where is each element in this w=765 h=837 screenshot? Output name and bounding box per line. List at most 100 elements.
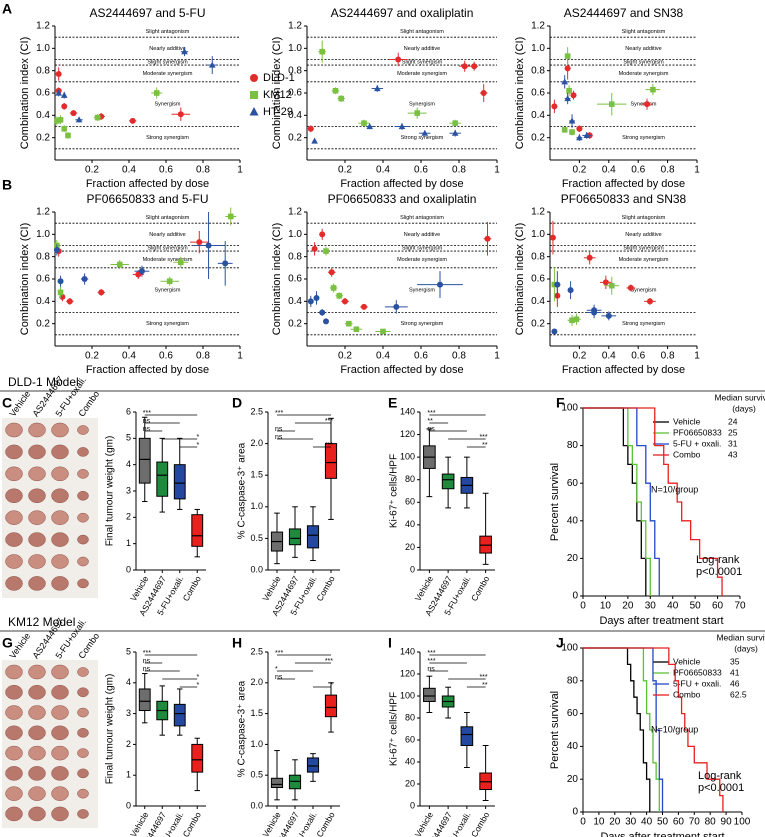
y-tick-label: 5 <box>126 433 131 443</box>
y-tick-label: 0.2 <box>36 318 50 329</box>
legend-marker <box>250 91 258 99</box>
x-tick-label: 0.2 <box>572 165 586 176</box>
survival-line <box>583 647 664 812</box>
significance-label: * <box>330 682 333 689</box>
y-tick-label: 1.5 <box>250 470 263 480</box>
zone-label: Strong synergism <box>401 135 444 141</box>
x-tick-label: 0.8 <box>452 351 466 362</box>
point <box>311 137 318 144</box>
significance-label: ** <box>482 682 488 689</box>
y-tick-label: 40 <box>405 756 415 766</box>
tumour <box>51 725 69 741</box>
tumour <box>51 532 69 547</box>
point <box>319 48 325 55</box>
point <box>627 284 634 291</box>
x-tick-label: 0.4 <box>376 165 390 176</box>
point <box>549 234 556 241</box>
box <box>173 703 186 727</box>
tumour <box>5 576 23 591</box>
tumour <box>77 687 89 698</box>
y-tick-label: 140 <box>400 406 415 416</box>
box <box>306 757 320 773</box>
legend-title: (days) <box>734 643 758 653</box>
zone-label: Slight synergism <box>623 60 664 66</box>
x-tick-label: 0.2 <box>572 351 586 362</box>
zone-label: Synergism <box>409 102 435 108</box>
significance-label: *** <box>143 650 151 657</box>
y-tick-label: 1.2 <box>36 21 50 32</box>
x-tick-label: 0.8 <box>196 351 210 362</box>
point <box>561 127 568 133</box>
tumour <box>51 664 69 680</box>
tumour <box>5 510 23 525</box>
x-tick-label: 0 <box>580 817 586 828</box>
significance-label: *** <box>275 650 283 657</box>
x-tick-label: 30 <box>645 601 657 612</box>
point <box>471 63 478 70</box>
point <box>94 114 101 121</box>
y-axis-label: Final tumour weight (gm) <box>105 674 116 785</box>
point <box>98 289 105 296</box>
zone-label: Moderate synergism <box>397 257 447 263</box>
point <box>53 246 60 253</box>
test-label: p<0.0001 <box>696 566 742 578</box>
y-tick-label: 60 <box>405 497 415 507</box>
x-tick-label: 0.2 <box>338 165 352 176</box>
point <box>227 213 234 220</box>
x-axis-label: Days after treatment start <box>599 615 723 627</box>
tumour <box>28 786 46 801</box>
y-tick-label: 1.0 <box>250 501 263 511</box>
panel-label: C <box>2 395 12 411</box>
y-tick-label: 0.6 <box>288 88 302 99</box>
y-tick-label: 5 <box>126 646 131 656</box>
legend-label: 5-FU + oxali. <box>673 438 721 448</box>
x-tick-label: Combo <box>181 574 203 603</box>
y-tick-label: 2 <box>126 512 131 522</box>
test-label: Log-rank <box>696 554 740 566</box>
point <box>646 298 653 305</box>
point <box>153 90 160 96</box>
x-tick-label: 100 <box>734 817 751 828</box>
x-tick-label: 1 <box>237 165 243 176</box>
significance-label: ns <box>143 666 151 673</box>
y-tick-label: 0.8 <box>531 251 545 262</box>
y-axis-label: Percent survival <box>549 691 561 769</box>
zone-label: Strong synergism <box>146 135 189 141</box>
tumour <box>51 444 69 460</box>
point <box>361 303 367 310</box>
survival-line <box>583 407 723 596</box>
zone-label: Nearly additive <box>404 46 440 52</box>
panel-label: B <box>2 177 12 193</box>
x-tick-label: 0.8 <box>196 165 210 176</box>
tumour <box>28 745 46 761</box>
legend-label: KM12 <box>263 89 292 101</box>
tumour <box>77 667 89 677</box>
y-tick-label: 0.6 <box>288 274 302 285</box>
y-tick-label: 60 <box>567 478 579 489</box>
test-label: Log-rank <box>698 770 742 782</box>
tumour <box>77 512 89 523</box>
significance-label: ns <box>275 434 283 441</box>
significance-label: *** <box>427 658 435 665</box>
y-axis-label: % C-caspase-3⁺ area <box>237 442 248 539</box>
point <box>205 242 212 249</box>
point <box>338 95 344 102</box>
point <box>129 117 136 124</box>
zone-label: Slight antagonism <box>146 29 190 35</box>
legend-label: Combo <box>673 689 701 699</box>
y-tick-label: 1.0 <box>288 229 302 240</box>
y-tick-label: 1.2 <box>531 21 545 32</box>
point <box>65 132 71 139</box>
tumour <box>28 766 46 781</box>
x-tick-label: 1 <box>694 165 700 176</box>
significance-label: * <box>197 682 200 689</box>
point <box>57 289 64 296</box>
point <box>208 61 216 68</box>
point <box>138 268 145 275</box>
x-tick-label: 0.6 <box>631 165 645 176</box>
point <box>70 110 77 117</box>
zone-label: Slight antagonism <box>146 215 190 221</box>
y-tick-label: 1.0 <box>250 739 263 749</box>
x-tick-label: 1 <box>494 351 500 362</box>
y-tick-label: 20 <box>567 774 579 785</box>
